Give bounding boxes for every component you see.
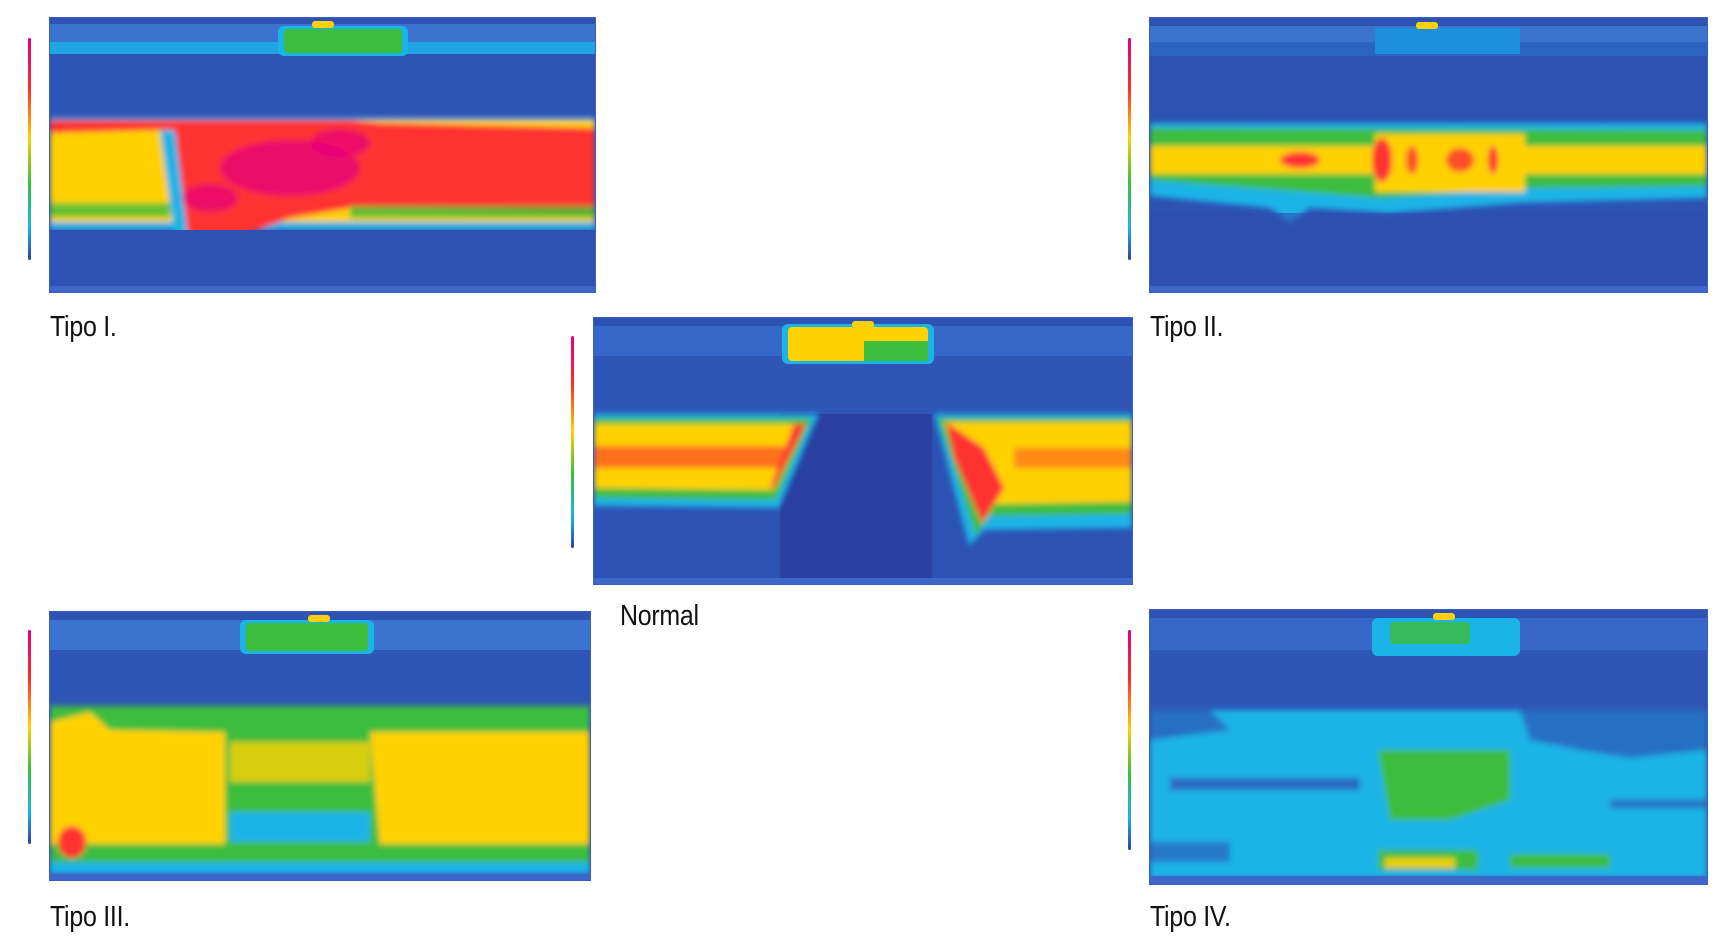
pressure-topography-plot-tipo-2 (1149, 17, 1708, 293)
caption-tipo-3: Tipo III. (50, 901, 130, 933)
normal-topography (594, 318, 1132, 584)
pressure-topography-plot-tipo-1 (49, 17, 596, 293)
caption-normal: Normal (620, 600, 699, 632)
tipo-4-topography (1150, 610, 1707, 884)
pressure-topography-plot-tipo-4 (1149, 609, 1708, 885)
pressure-colorscale-bar (571, 336, 574, 548)
pressure-topography-plot-normal (593, 317, 1133, 585)
pressure-colorscale-bar (1128, 38, 1131, 260)
caption-tipo-2: Tipo II. (1150, 311, 1224, 343)
pressure-colorscale-bar (28, 38, 31, 260)
tipo-1-topography (50, 18, 595, 292)
caption-tipo-1: Tipo I. (50, 311, 117, 343)
tipo-3-topography (50, 612, 590, 880)
pressure-colorscale-bar (28, 630, 31, 844)
pressure-topography-plot-tipo-3 (49, 611, 591, 881)
tipo-2-topography (1150, 18, 1707, 292)
caption-tipo-4: Tipo IV. (1150, 901, 1231, 933)
pressure-colorscale-bar (1128, 630, 1131, 850)
